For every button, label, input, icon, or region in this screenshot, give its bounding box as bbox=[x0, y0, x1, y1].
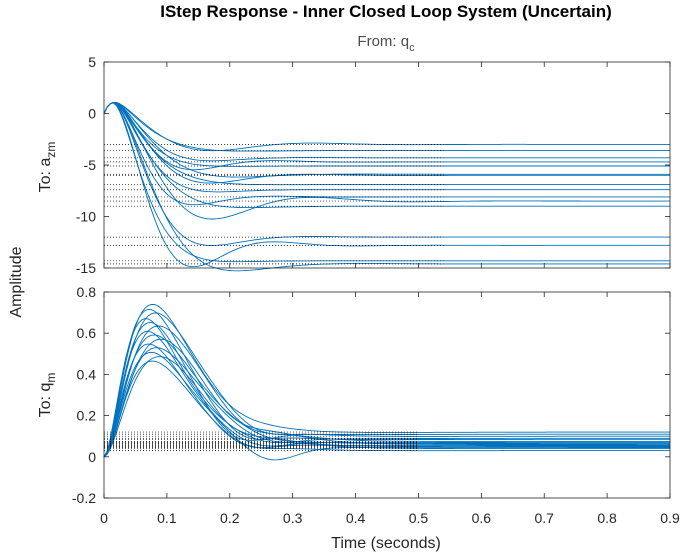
q-m-response-line bbox=[103, 356, 670, 458]
axes-q-m-background bbox=[104, 292, 670, 498]
x-tick-label: 0 bbox=[100, 510, 108, 526]
y-tick-label: -15 bbox=[76, 260, 96, 276]
q-m-ylabel: To: qm bbox=[37, 373, 58, 418]
x-ticks: 0 0.1 0.2 0.3 0.4 0.5 0.6 0.7 0.8 0.9 bbox=[100, 62, 680, 526]
chart-subtitle: From: qc bbox=[357, 33, 415, 54]
x-tick-label: 0.9 bbox=[660, 510, 680, 526]
x-tick-label: 0.8 bbox=[597, 510, 617, 526]
a-zm-y-ticks: -15 -10 -5 0 5 bbox=[76, 54, 670, 276]
q-m-ylabel-prefix: To: q bbox=[37, 383, 54, 418]
x-tick-label: 0.5 bbox=[409, 510, 429, 526]
x-tick-label: 0.6 bbox=[472, 510, 492, 526]
x-tick-label: 0.3 bbox=[283, 510, 303, 526]
axes-q-m-frame bbox=[103, 291, 671, 499]
y-tick-label: -5 bbox=[84, 157, 97, 173]
y-tick-label: 0 bbox=[88, 449, 96, 465]
y-tick-label: 0.4 bbox=[77, 366, 97, 382]
subtitle-prefix: From: q bbox=[357, 33, 409, 50]
q-m-response-line bbox=[103, 338, 670, 458]
axes-a-zm: -15 -10 -5 0 5 To: azm bbox=[37, 54, 671, 276]
y-tick-label: -10 bbox=[76, 209, 96, 225]
subtitle-subscript: c bbox=[409, 42, 415, 54]
a-zm-ylabel: To: azm bbox=[37, 142, 58, 193]
y-tick-label: 0.8 bbox=[77, 284, 97, 300]
x-tick-label: 0.7 bbox=[534, 510, 554, 526]
x-tick-label: 0.1 bbox=[157, 510, 177, 526]
q-m-response-line bbox=[103, 318, 670, 458]
a-zm-steady-state-lines bbox=[104, 144, 444, 265]
x-axis-label: Time (seconds) bbox=[331, 535, 441, 552]
axes-q-m: -0.2 0 0.2 0.4 0.6 0.8 To: qm bbox=[37, 284, 671, 506]
chart-title: IStep Response - Inner Closed Loop Syste… bbox=[160, 2, 612, 21]
y-tick-label: 0 bbox=[88, 106, 96, 122]
a-zm-ylabel-prefix: To: a bbox=[37, 158, 54, 193]
a-zm-ylabel-subscript: zm bbox=[44, 142, 58, 158]
y-tick-label: 5 bbox=[88, 54, 96, 70]
x-tick-label: 0.4 bbox=[346, 510, 366, 526]
q-m-ylabel-subscript: m bbox=[44, 373, 58, 383]
y-axis-label: Amplitude bbox=[8, 246, 25, 317]
y-tick-label: 0.6 bbox=[77, 325, 97, 341]
q-m-y-ticks: -0.2 0 0.2 0.4 0.6 0.8 bbox=[72, 284, 670, 506]
x-tick-label: 0.2 bbox=[220, 510, 240, 526]
y-tick-label: 0.2 bbox=[77, 408, 97, 424]
y-tick-label: -0.2 bbox=[72, 490, 96, 506]
